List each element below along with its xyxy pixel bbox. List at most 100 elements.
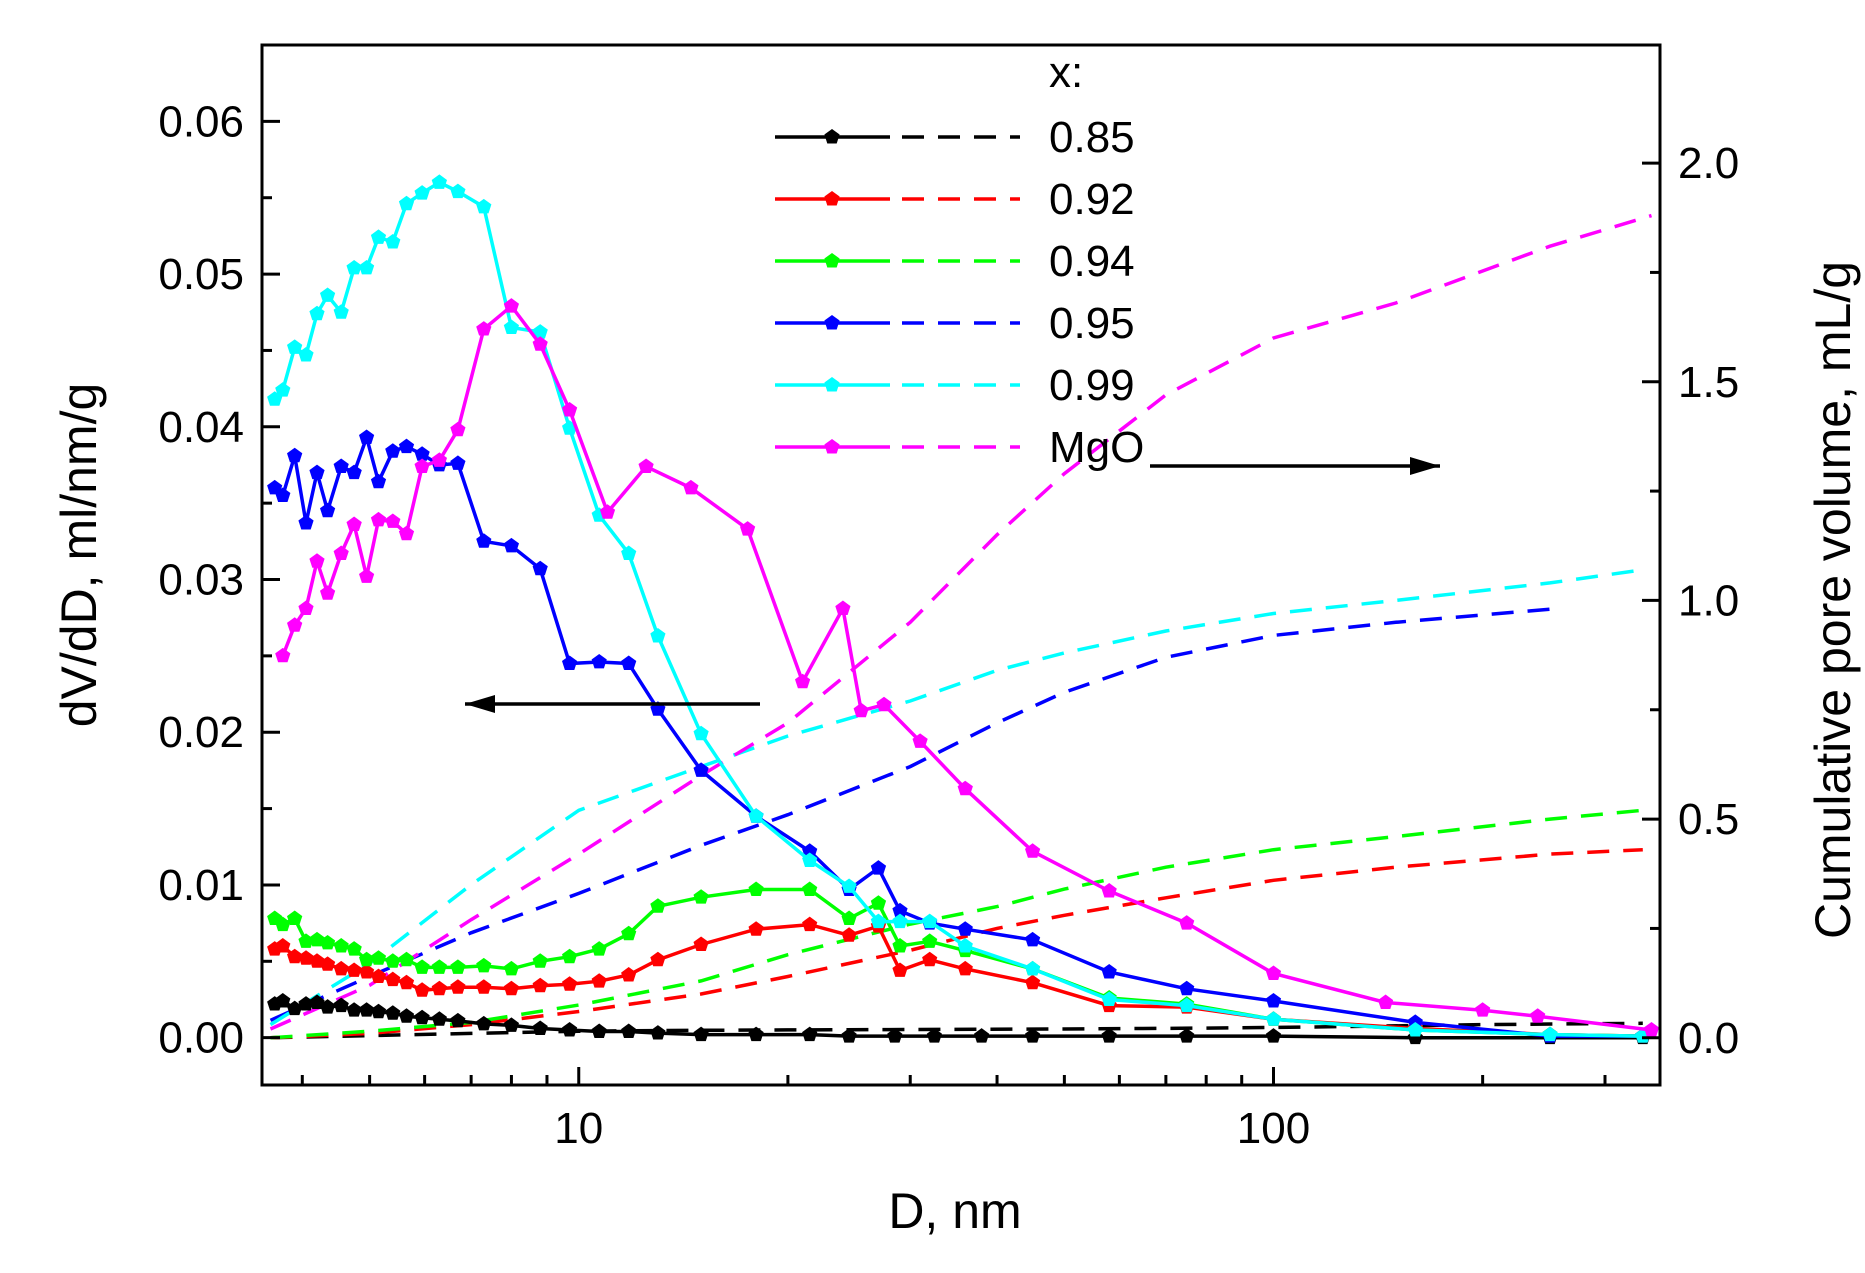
dvdd-point-0-85 — [1179, 1028, 1195, 1043]
dvdd-point-0-99 — [450, 183, 466, 199]
dvdd-point-MgO — [431, 452, 447, 467]
dvdd-point-0-85 — [802, 1026, 818, 1042]
dvdd-point-0-92 — [621, 967, 637, 982]
dvdd-point-MgO — [370, 511, 387, 527]
dvdd-point-0-85 — [431, 1011, 447, 1026]
dvdd-point-0-94 — [333, 938, 349, 953]
dvdd-point-MgO — [1101, 883, 1117, 898]
dvdd-point-0-92 — [414, 982, 430, 997]
left-axis-arrow — [465, 695, 760, 713]
y-axis-left-title: dV/dD, ml/nm/g — [51, 383, 107, 728]
dvdd-point-0-99 — [621, 545, 637, 560]
dvdd-point-0-85 — [1101, 1028, 1117, 1043]
cumulative-line-0-99 — [269, 568, 1644, 1027]
dvdd-point-0-95 — [562, 655, 578, 670]
dvdd-point-MgO — [562, 402, 578, 417]
dvdd-point-0-94 — [922, 933, 938, 948]
dvdd-point-0-92 — [298, 950, 314, 965]
dvdd-point-0-95 — [1179, 980, 1195, 996]
dvdd-point-0-92 — [398, 974, 415, 990]
dvdd-point-0-85 — [562, 1022, 578, 1037]
dvdd-point-0-92 — [802, 916, 818, 932]
legend-marker-MgO — [824, 439, 840, 454]
dvdd-point-0-99 — [476, 198, 492, 214]
dvdd-point-0-99 — [1265, 1011, 1282, 1026]
dvdd-point-0-85 — [320, 999, 336, 1014]
legend-title: x: — [1049, 48, 1083, 97]
dvdd-point-MgO — [503, 298, 519, 313]
dvdd-point-MgO — [1179, 915, 1195, 930]
dvdd-point-0-92 — [748, 921, 764, 936]
dvdd-point-0-95 — [309, 464, 325, 480]
dvdd-point-MgO — [912, 733, 928, 748]
dvdd-point-0-95 — [287, 447, 303, 463]
dvdd-point-0-95 — [333, 458, 349, 473]
dvdd-point-0-85 — [974, 1028, 990, 1043]
dvdd-point-0-94 — [892, 938, 908, 953]
dvdd-point-MgO — [740, 521, 756, 536]
legend: x: 0.85 0.92 0.94 0.95 0.99 MgO — [775, 48, 1144, 472]
dvdd-point-0-94 — [591, 941, 607, 956]
dvdd-point-0-85 — [1025, 1028, 1041, 1043]
dvdd-point-0-85 — [887, 1028, 903, 1043]
legend-label-0-95: 0.95 — [1049, 299, 1135, 348]
dvdd-point-0-95 — [450, 455, 466, 470]
dvdd-point-0-92 — [532, 977, 548, 993]
legend-label-0-92: 0.92 — [1049, 175, 1135, 224]
dvdd-point-0-95 — [870, 860, 887, 875]
dvdd-point-MgO — [359, 568, 375, 583]
dvdd-point-MgO — [599, 504, 616, 519]
dvdd-point-MgO — [414, 458, 430, 473]
dvdd-point-0-99 — [650, 628, 666, 643]
dvdd-point-MgO — [287, 617, 303, 632]
y-left-tick-label: 0.01 — [158, 861, 244, 910]
dvdd-point-0-99 — [346, 260, 362, 275]
dvdd-point-0-95 — [275, 487, 291, 502]
dvdd-point-0-85 — [346, 1002, 362, 1017]
cumulative-line-0-94 — [270, 808, 1643, 1040]
dvdd-point-0-85 — [398, 1008, 415, 1023]
dvdd-point-0-94 — [275, 916, 291, 932]
dvdd-point-0-94 — [359, 951, 375, 967]
dvdd-point-0-94 — [841, 910, 857, 925]
dvdd-point-MgO — [275, 647, 291, 663]
dvdd-point-0-92 — [922, 951, 938, 967]
dvdd-point-0-92 — [1025, 974, 1041, 990]
dvdd-point-MgO — [1378, 994, 1394, 1009]
dvdd-point-0-99 — [1025, 960, 1041, 976]
dvdd-point-0-85 — [591, 1023, 607, 1038]
dvdd-point-MgO — [853, 702, 869, 718]
dvdd-point-0-92 — [841, 927, 857, 942]
dvdd-point-0-99 — [1101, 991, 1117, 1006]
y-left-tick-label: 0.02 — [158, 708, 244, 757]
y-right-tick-label: 0.0 — [1678, 1014, 1739, 1063]
dvdd-point-0-92 — [693, 936, 709, 951]
dvdd-point-0-85 — [275, 993, 291, 1008]
dvdd-point-0-99 — [1179, 997, 1195, 1013]
y-right-tick-label: 2.0 — [1678, 139, 1739, 188]
dvdd-point-0-99 — [802, 852, 818, 867]
dvdd-point-MgO — [1265, 965, 1282, 980]
dvdd-point-0-94 — [693, 889, 709, 904]
dvdd-point-0-94 — [870, 895, 887, 910]
dvdd-point-0-95 — [414, 446, 430, 461]
legend-marker-0-95 — [824, 315, 840, 330]
legend-label-0-94: 0.94 — [1049, 237, 1135, 286]
dvdd-point-0-99 — [320, 287, 336, 302]
dvdd-point-0-99 — [385, 234, 401, 249]
dvdd-point-0-94 — [650, 898, 666, 913]
dvdd-point-MgO — [683, 479, 699, 495]
dvdd-point-0-99 — [922, 913, 938, 929]
dvdd-point-0-92 — [287, 948, 303, 964]
dvdd-point-0-95 — [957, 921, 973, 936]
dvdd-point-0-92 — [591, 973, 607, 988]
curves-layer — [267, 174, 1660, 1045]
dvdd-point-0-85 — [1265, 1028, 1282, 1043]
y-left-tick-label: 0.05 — [158, 250, 244, 299]
dvdd-point-MgO — [320, 585, 336, 600]
legend-marker-0-85 — [824, 129, 840, 144]
dvdd-point-0-85 — [287, 1000, 303, 1016]
y-left-tick-label: 0.00 — [158, 1014, 244, 1063]
left-axis-arrow-head — [465, 695, 495, 713]
